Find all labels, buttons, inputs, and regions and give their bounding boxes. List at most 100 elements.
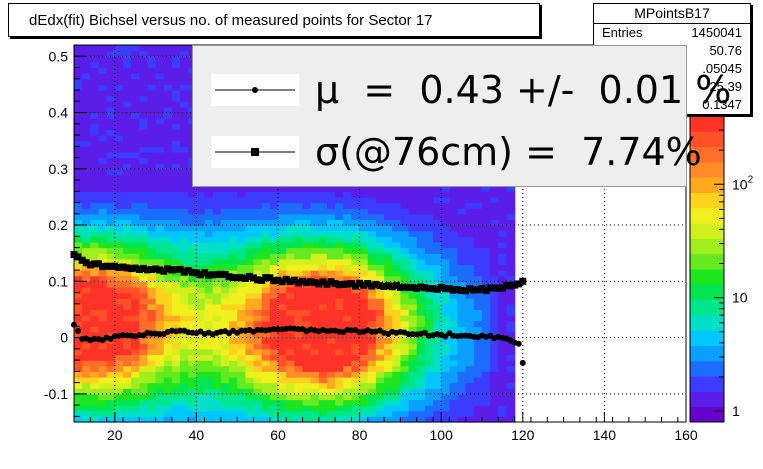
heatmap-cell xyxy=(424,270,434,277)
heatmap-cell xyxy=(171,106,181,114)
sigma-point xyxy=(515,280,523,288)
heatmap-cell xyxy=(196,405,206,412)
heatmap-cell xyxy=(261,343,271,350)
heatmap-cell xyxy=(180,95,189,102)
heatmap-cell xyxy=(400,405,410,412)
heatmap-cell xyxy=(310,292,320,299)
heatmap-cell xyxy=(220,196,230,204)
heatmap-cell xyxy=(147,146,157,153)
heatmap-cell xyxy=(229,332,238,339)
heatmap-cell xyxy=(473,230,483,237)
heatmap-cell xyxy=(131,56,140,63)
heatmap-cell xyxy=(449,303,459,310)
heatmap-cell xyxy=(343,264,353,271)
heatmap-cell xyxy=(220,202,230,209)
heatmap-cell xyxy=(253,360,263,367)
heatmap-cell xyxy=(392,264,401,271)
heatmap-cell xyxy=(114,275,124,282)
heatmap-cell xyxy=(400,247,410,254)
heatmap-cell xyxy=(163,95,173,102)
heatmap-cell xyxy=(204,287,214,294)
heatmap-cell xyxy=(498,202,508,209)
heatmap-cell xyxy=(98,208,108,215)
heatmap-cell xyxy=(498,275,508,282)
heatmap-cell xyxy=(384,337,393,344)
heatmap-cell xyxy=(335,303,344,310)
heatmap-cell xyxy=(375,208,385,215)
heatmap-cell xyxy=(392,337,401,344)
heatmap-cell xyxy=(131,393,140,401)
heatmap-cell xyxy=(327,320,336,327)
heatmap-cell xyxy=(147,326,157,333)
heatmap-cell xyxy=(343,405,353,412)
heatmap-cell xyxy=(114,180,124,187)
heatmap-cell xyxy=(318,320,328,327)
heatmap-cell xyxy=(400,382,410,389)
heatmap-cell xyxy=(237,258,246,265)
heatmap-cell xyxy=(163,112,173,119)
heatmap-cell xyxy=(155,168,165,175)
heatmap-cell xyxy=(449,258,459,265)
heatmap-cell xyxy=(253,270,263,277)
sigma-point xyxy=(152,265,160,273)
heatmap-cell xyxy=(506,241,516,249)
heatmap-cell xyxy=(204,354,214,361)
heatmap-cell xyxy=(278,225,287,232)
heatmap-cell xyxy=(473,382,483,389)
heatmap-cell xyxy=(163,377,173,384)
heatmap-cell xyxy=(106,377,116,384)
heatmap-cell xyxy=(278,298,287,305)
heatmap-cell xyxy=(457,225,467,232)
heatmap-cell xyxy=(367,382,377,389)
heatmap-cell xyxy=(131,84,140,91)
heatmap-cell xyxy=(114,365,124,372)
heatmap-cell xyxy=(204,236,214,243)
heatmap-cell xyxy=(82,112,91,119)
heatmap-cell xyxy=(123,123,132,130)
x-tick-label: 40 xyxy=(189,427,205,443)
heatmap-cell xyxy=(261,241,271,249)
heatmap-cell xyxy=(506,320,516,327)
heatmap-cell xyxy=(237,236,246,243)
heatmap-cell xyxy=(114,348,124,356)
heatmap-cell xyxy=(465,315,475,322)
heatmap-cell xyxy=(74,118,83,125)
heatmap-cell xyxy=(392,253,401,260)
heatmap-cell xyxy=(180,123,189,130)
heatmap-cell xyxy=(90,101,100,108)
heatmap-cell xyxy=(155,219,165,226)
heatmap-cell xyxy=(384,320,393,327)
heatmap-cell xyxy=(196,348,206,356)
heatmap-cell xyxy=(171,332,181,339)
heatmap-cell xyxy=(457,337,467,344)
heatmap-cell xyxy=(188,303,197,310)
heatmap-cell xyxy=(424,416,434,423)
heatmap-cell xyxy=(433,348,442,356)
heatmap-cell xyxy=(180,191,189,198)
heatmap-cell xyxy=(327,337,336,344)
heatmap-cell xyxy=(482,225,491,232)
heatmap-cell xyxy=(343,365,353,372)
sigma-point xyxy=(503,282,510,290)
heatmap-cell xyxy=(424,405,434,412)
heatmap-cell xyxy=(343,309,353,316)
heatmap-cell xyxy=(253,382,263,389)
heatmap-cell xyxy=(114,118,124,125)
heatmap-cell xyxy=(163,354,173,361)
heatmap-cell xyxy=(204,225,214,232)
heatmap-cell xyxy=(196,382,206,389)
heatmap-cell xyxy=(180,253,189,260)
sigma-point xyxy=(364,280,372,287)
heatmap-cell xyxy=(237,292,246,299)
heatmap-cell xyxy=(408,292,418,299)
heatmap-cell xyxy=(367,185,377,192)
heatmap-cell xyxy=(171,180,181,187)
heatmap-cell xyxy=(473,258,483,265)
heatmap-cell xyxy=(318,371,328,378)
heatmap-cell xyxy=(367,343,377,350)
heatmap-cell xyxy=(367,202,377,209)
heatmap-cell xyxy=(367,236,377,243)
heatmap-cell xyxy=(473,348,483,356)
heatmap-cell xyxy=(212,348,222,356)
mu-point xyxy=(421,329,428,336)
